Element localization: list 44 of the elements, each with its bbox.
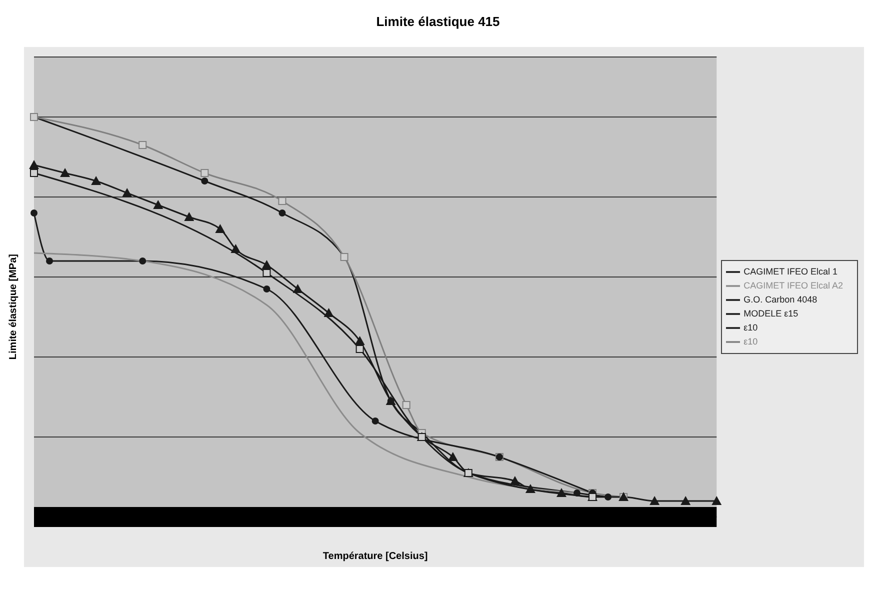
point [139,258,146,264]
point [263,286,270,292]
point [448,452,458,461]
point [372,418,379,424]
chart-title: Limite élastique 415 [375,14,501,29]
y-axis-title: Limite élastique [MPa] [8,254,20,360]
point [46,258,54,264]
point [201,178,208,184]
point [650,496,660,505]
legend-label: G.O. Carbon 4048 [744,294,818,304]
point [122,188,132,197]
point [91,176,102,185]
point [356,345,364,353]
point [138,141,147,149]
point [604,494,612,500]
point [573,490,580,496]
point [324,308,334,317]
point [60,168,70,177]
point [712,496,722,505]
point [153,200,164,209]
legend-label: CAGIMET IFEO Elcal A2 [744,280,843,290]
point [200,169,209,177]
point [262,260,272,269]
point [278,210,286,216]
point [402,401,410,409]
point [556,488,566,497]
legend-label: MODELE ε15 [744,308,798,318]
legend-label: CAGIMET IFEO Elcal 1 [744,266,838,276]
point [292,284,303,293]
point [262,269,271,277]
point [680,496,691,505]
point [525,484,536,493]
point [30,169,38,177]
point [184,212,194,221]
x-axis-title: Température [Celsius] [322,551,428,562]
point [278,197,286,205]
point [215,224,226,233]
point [230,244,241,253]
point [29,160,39,169]
legend-label: ε10 [744,336,758,346]
legend-label: ε10 [744,322,758,332]
point [354,336,365,345]
point [510,476,520,485]
point [30,210,38,216]
